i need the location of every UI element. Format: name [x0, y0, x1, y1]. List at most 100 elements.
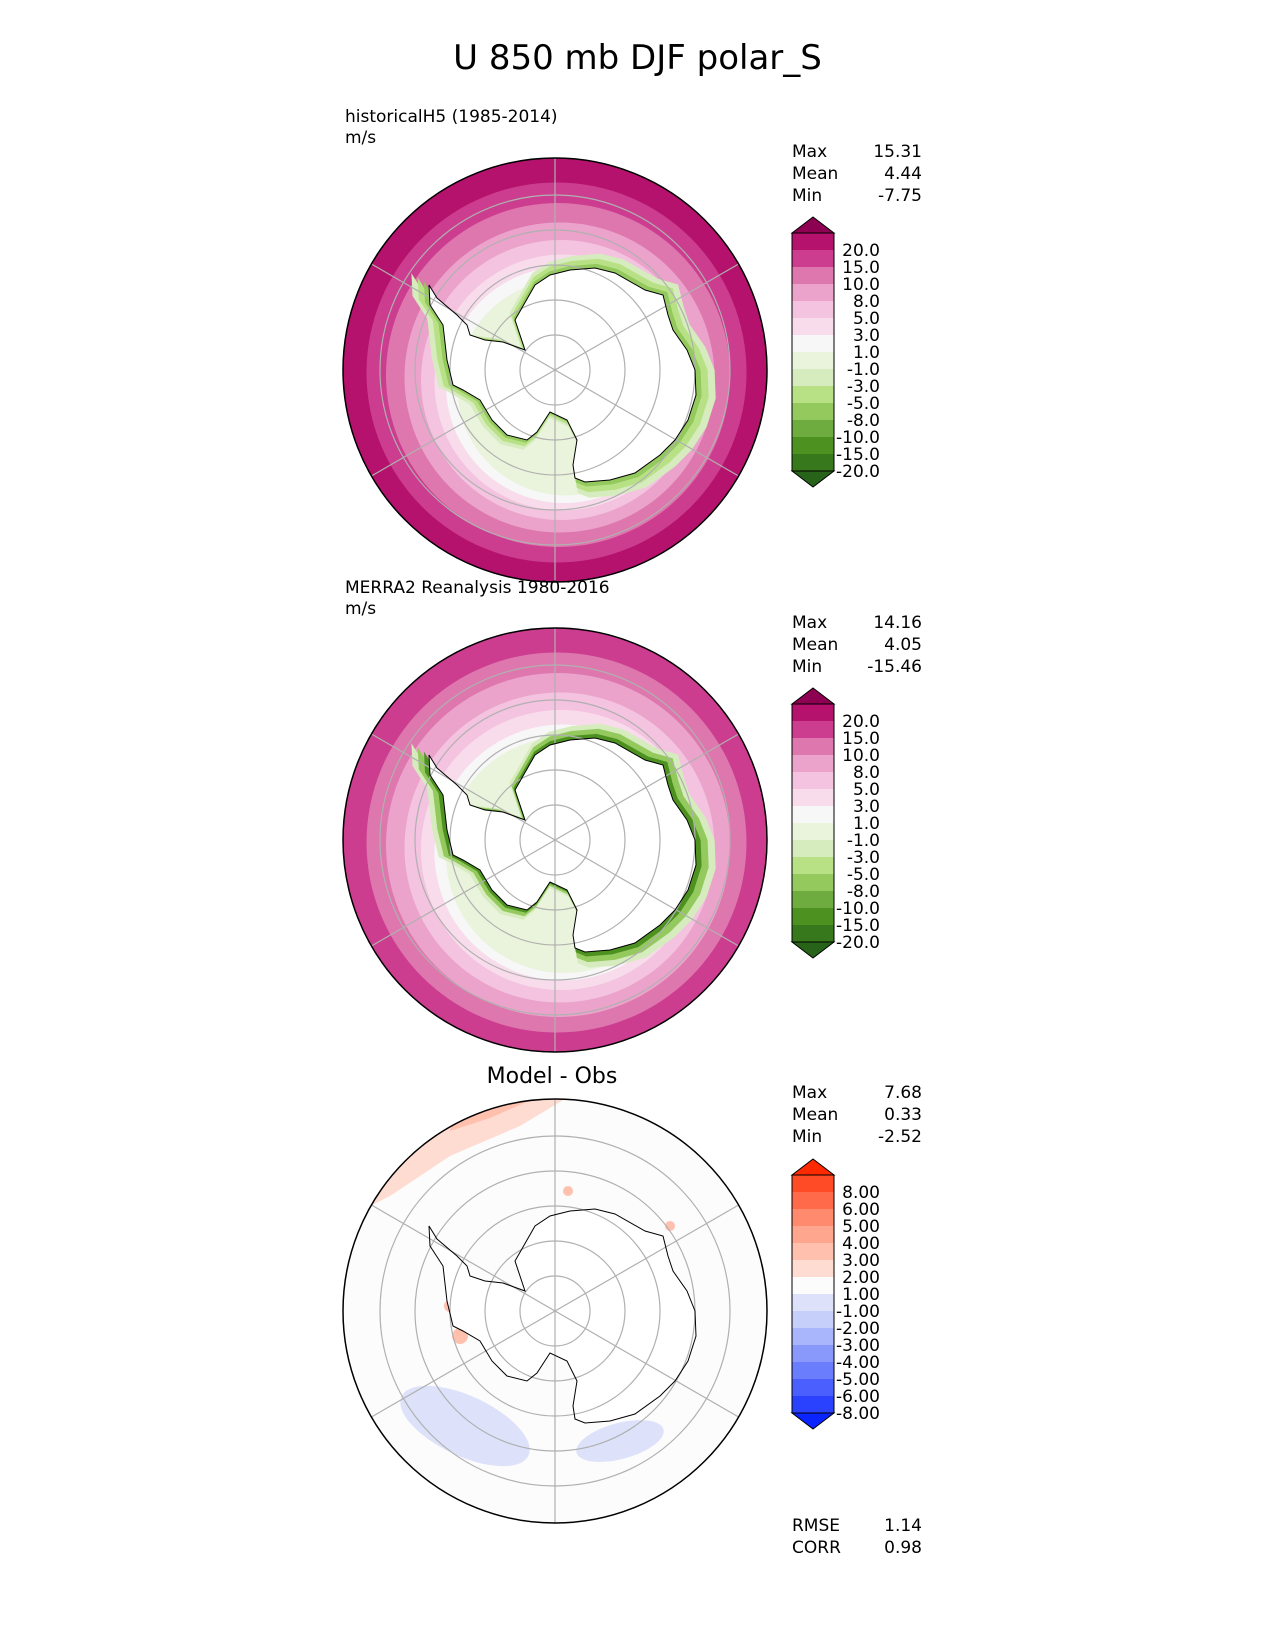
- diff-title: Model - Obs: [486, 1064, 618, 1089]
- colorbar-segment: [792, 721, 834, 738]
- field-layers: [343, 1099, 767, 1523]
- colorbar-tick-label: -3.0: [847, 848, 880, 868]
- stat-value: 15.31: [873, 142, 922, 162]
- colorbar-tick-label: -2.00: [836, 1319, 880, 1339]
- model-panel-heading: historicalH5 (1985-2014) m/s: [345, 107, 558, 149]
- colorbar-tick-label: -5.00: [836, 1370, 880, 1390]
- metric-label: RMSE: [792, 1516, 841, 1536]
- colorbar-segment: [792, 233, 834, 250]
- colorbar-segment: [792, 840, 834, 857]
- obs-units: m/s: [345, 599, 377, 619]
- stat-label: Min: [792, 657, 823, 677]
- colorbar-segment: [792, 284, 834, 301]
- obs-polar-map: [342, 627, 768, 1053]
- stat-value: 14.16: [873, 613, 922, 633]
- colorbar-tick-label: 15.0: [842, 729, 880, 749]
- field-layers: [343, 158, 767, 582]
- colorbar-tick-label: 3.0: [853, 797, 880, 817]
- colorbar-tick-label: -8.00: [836, 1404, 880, 1424]
- colorbar-segment: [792, 1243, 834, 1260]
- stat-label: Mean: [792, 1105, 839, 1125]
- negative-patch: [400, 1385, 530, 1467]
- colorbar-segment: [792, 335, 834, 352]
- model-polar-map: [342, 157, 768, 583]
- colorbar-segment: [792, 908, 834, 925]
- stat-value: -7.75: [878, 186, 922, 206]
- obs-panel-heading: MERRA2 Reanalysis 1980-2016 m/s: [345, 578, 610, 620]
- colorbar-segment: [792, 1277, 834, 1294]
- colorbar-segment: [792, 403, 834, 420]
- colorbar-tick-label: -10.0: [836, 428, 880, 448]
- colorbar-segment: [792, 755, 834, 772]
- obs-colorbar: 20.015.010.08.05.03.01.0-1.0-3.0-5.0-8.0…: [790, 687, 880, 959]
- diff-metrics: RMSE 1.14 CORR 0.98: [792, 1515, 922, 1559]
- map-boundary: [342, 157, 768, 583]
- colorbar-segment: [792, 1396, 834, 1413]
- colorbar-tick-label: 2.00: [842, 1268, 880, 1288]
- colorbar-tick-label: 5.0: [853, 309, 880, 329]
- meridian-line: [371, 733, 739, 947]
- colorbar-segment: [792, 420, 834, 437]
- colorbar-tick-label: 6.00: [842, 1200, 880, 1220]
- colorbar-segment: [792, 891, 834, 908]
- meridian-line: [371, 263, 739, 477]
- stat-value: 7.68: [884, 1083, 922, 1103]
- colorbar-segment: [792, 874, 834, 891]
- model-units: m/s: [345, 128, 377, 148]
- colorbar-tick-label: 10.0: [842, 275, 880, 295]
- colorbar-segment: [792, 789, 834, 806]
- field-layers: [343, 628, 767, 1052]
- colorbar-tick-label: -4.00: [836, 1353, 880, 1373]
- colorbar-segment: [792, 1192, 834, 1209]
- colorbar-segment: [792, 1175, 834, 1192]
- colorbar-tick-label: 20.0: [842, 712, 880, 732]
- metric-value: 1.14: [884, 1516, 922, 1536]
- colorbar-tick-label: 1.0: [853, 343, 880, 363]
- colorbar-segment: [792, 704, 834, 721]
- stat-label: Max: [792, 1083, 828, 1103]
- colorbar-frame: [791, 1174, 835, 1414]
- stat-label: Min: [792, 1127, 823, 1147]
- stat-value: 4.05: [884, 635, 922, 655]
- colorbar-segment: [792, 1379, 834, 1396]
- diff-stats: Max 7.68 Mean 0.33 Min -2.52: [792, 1082, 922, 1148]
- colorbar-tick-label: -20.0: [836, 933, 880, 953]
- colorbar-segment: [792, 267, 834, 284]
- colorbar-tick-label: -20.0: [836, 462, 880, 482]
- stat-value: 0.33: [884, 1105, 922, 1125]
- stat-value: 4.44: [884, 164, 922, 184]
- stat-label: Mean: [792, 164, 839, 184]
- colorbar-tick-label: 20.0: [842, 241, 880, 261]
- coastal-anomaly: [563, 1186, 573, 1196]
- colorbar-tick-label: 8.0: [853, 292, 880, 312]
- colorbar-segment: [792, 1345, 834, 1362]
- map-boundary: [342, 627, 768, 1053]
- obs-title: MERRA2 Reanalysis 1980-2016: [345, 578, 610, 598]
- colorbar-tick-label: -15.0: [836, 916, 880, 936]
- colorbar-segment: [792, 318, 834, 335]
- colorbar-segment: [792, 738, 834, 755]
- colorbar-segment: [792, 772, 834, 789]
- colorbar-segment: [792, 250, 834, 267]
- diff-colorbar: 8.006.005.004.003.002.001.00-1.00-2.00-3…: [790, 1158, 880, 1430]
- colorbar-segment: [792, 1209, 834, 1226]
- colorbar-tick-label: 8.0: [853, 763, 880, 783]
- colorbar-tick-label: 5.0: [853, 780, 880, 800]
- colorbar-tick-label: -3.0: [847, 377, 880, 397]
- colorbar-frame: [791, 232, 835, 472]
- colorbar-extend-top: [790, 216, 836, 234]
- colorbar-segment: [792, 857, 834, 874]
- colorbar-tick-label: -6.00: [836, 1387, 880, 1407]
- stat-label: Min: [792, 186, 823, 206]
- negative-patch: [576, 1420, 664, 1462]
- metric-value: 0.98: [884, 1538, 922, 1558]
- colorbar-tick-label: -8.0: [847, 882, 880, 902]
- colorbar-frame: [791, 703, 835, 943]
- colorbar-segment: [792, 1328, 834, 1345]
- colorbar-tick-label: -1.00: [836, 1302, 880, 1322]
- colorbar-segment: [792, 925, 834, 942]
- colorbar-segment: [792, 352, 834, 369]
- model-stats: Max 15.31 Mean 4.44 Min -7.75: [792, 141, 922, 207]
- stat-value: -15.46: [867, 657, 922, 677]
- colorbar-segment: [792, 823, 834, 840]
